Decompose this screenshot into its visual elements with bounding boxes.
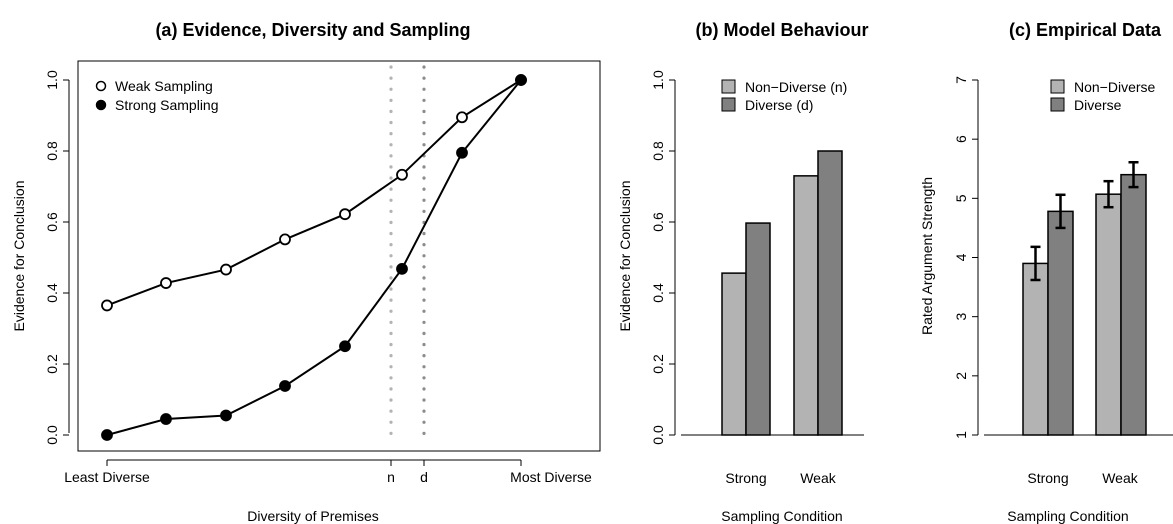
panel-a-frame bbox=[77, 60, 601, 452]
panel-c-y-ticks: 1 2 3 4 5 6 7 bbox=[953, 76, 978, 439]
legend-swatch-diverse bbox=[1050, 97, 1065, 112]
series-line-weak-sampling bbox=[106, 79, 522, 307]
data-point-strong-sampling bbox=[339, 340, 351, 353]
bar-strong-non-diverse-n bbox=[721, 272, 747, 436]
data-point-strong-sampling bbox=[220, 409, 232, 422]
legend-swatch-non-diverse bbox=[1050, 79, 1065, 94]
legend-swatch-diverse-d bbox=[721, 97, 736, 112]
panel-b-category-weak: Weak bbox=[800, 470, 837, 486]
y-tick-label: 1.0 bbox=[44, 70, 60, 90]
data-point-strong-sampling bbox=[279, 380, 291, 392]
bar-weak-non-diverse bbox=[1095, 193, 1122, 436]
data-point-strong-sampling bbox=[456, 146, 468, 159]
y-tick-label: 0.8 bbox=[44, 141, 60, 161]
bar-weak-diverse bbox=[1120, 173, 1147, 436]
panel-b-x-label: Sampling Condition bbox=[721, 508, 842, 524]
panel-c-category-weak: Weak bbox=[1102, 470, 1139, 486]
y-tick-label: 0.4 bbox=[44, 283, 60, 303]
panel-c-category-strong: Strong bbox=[1027, 470, 1068, 486]
panel-c-bar-chart: (c) Empirical Data 1 2 3 4 5 6 7 Rated Argumen… bbox=[919, 20, 1173, 524]
legend-label-diverse: Diverse bbox=[1074, 97, 1122, 113]
panel-c-y-label: Rated Argument Strength bbox=[919, 177, 935, 335]
panel-c-bars bbox=[1022, 160, 1147, 436]
data-point-weak-sampling bbox=[160, 277, 172, 289]
x-tick-label-d: d bbox=[420, 469, 428, 485]
series-line-strong-sampling bbox=[106, 79, 522, 436]
legend-swatch-non-diverse-n bbox=[721, 79, 736, 94]
panel-c-title: (c) Empirical Data bbox=[1009, 20, 1162, 40]
panel-b-title: (b) Model Behaviour bbox=[695, 20, 868, 40]
data-point-strong-sampling bbox=[160, 413, 172, 425]
legend-label-weak-sampling: Weak Sampling bbox=[115, 78, 213, 94]
panel-b-y-ticks: 0.0 0.2 0.4 0.6 0.8 1.0 bbox=[650, 70, 675, 445]
y-tick-label: 0.0 bbox=[44, 425, 60, 445]
y-tick-label: 7 bbox=[953, 76, 969, 84]
panel-a-line-chart: (a) Evidence, Diversity and Sampling 0.0… bbox=[11, 20, 601, 524]
y-tick-label: 0.4 bbox=[650, 283, 666, 303]
y-tick-label: 0.2 bbox=[44, 354, 60, 374]
data-point-weak-sampling bbox=[339, 208, 351, 221]
panel-b-bar-chart: (b) Model Behaviour 0.0 0.2 0.4 0.6 0.8 1.0 E… bbox=[617, 20, 869, 524]
legend-label-strong-sampling: Strong Sampling bbox=[115, 97, 219, 113]
data-point-strong-sampling bbox=[396, 262, 408, 275]
panel-a-title: (a) Evidence, Diversity and Sampling bbox=[155, 20, 470, 40]
data-point-weak-sampling bbox=[396, 168, 408, 181]
panel-b-bars bbox=[721, 150, 843, 436]
y-tick-label: 5 bbox=[953, 194, 969, 202]
y-tick-label: 0.6 bbox=[44, 212, 60, 232]
bar-strong-non-diverse bbox=[1022, 262, 1049, 436]
legend-label-diverse-d: Diverse (d) bbox=[745, 97, 813, 113]
legend-label-non-diverse: Non−Diverse bbox=[1074, 79, 1156, 95]
x-tick-label-least-diverse: Least Diverse bbox=[64, 469, 150, 485]
panel-a-y-ticks: 0.0 0.2 0.4 0.6 0.8 1.0 bbox=[44, 70, 69, 445]
y-tick-label: 4 bbox=[953, 253, 969, 261]
x-tick-label-n: n bbox=[387, 469, 395, 485]
legend-marker-strong-sampling bbox=[95, 99, 107, 111]
data-point-weak-sampling bbox=[101, 299, 113, 312]
panel-a-x-label: Diversity of Premises bbox=[247, 508, 378, 524]
y-tick-label: 0.6 bbox=[650, 212, 666, 232]
legend-label-non-diverse-n: Non−Diverse (n) bbox=[745, 79, 847, 95]
panel-a-y-label: Evidence for Conclusion bbox=[11, 181, 27, 332]
bar-strong-diverse-d bbox=[745, 222, 771, 436]
data-point-strong-sampling bbox=[101, 429, 113, 441]
panel-b-category-strong: Strong bbox=[725, 470, 766, 486]
bar-weak-diverse-d bbox=[817, 150, 843, 436]
y-tick-label: 0.8 bbox=[650, 141, 666, 161]
panel-c-x-label: Sampling Condition bbox=[1007, 508, 1128, 524]
y-tick-label: 0.0 bbox=[650, 425, 666, 445]
bar-strong-diverse bbox=[1047, 210, 1074, 436]
bar-weak-non-diverse-n bbox=[793, 175, 819, 436]
x-tick-label-most-diverse: Most Diverse bbox=[510, 469, 592, 485]
panel-a-series bbox=[101, 74, 527, 441]
legend-marker-weak-sampling bbox=[95, 80, 107, 92]
data-point-weak-sampling bbox=[456, 111, 468, 124]
y-tick-label: 0.2 bbox=[650, 354, 666, 374]
y-tick-label: 6 bbox=[953, 135, 969, 143]
panel-b-y-label: Evidence for Conclusion bbox=[617, 181, 633, 332]
y-tick-label: 2 bbox=[953, 372, 969, 380]
data-point-weak-sampling bbox=[220, 263, 232, 276]
y-tick-label: 1.0 bbox=[650, 70, 666, 90]
data-point-weak-sampling bbox=[279, 233, 291, 246]
y-tick-label: 3 bbox=[953, 313, 969, 321]
y-tick-label: 1 bbox=[953, 431, 969, 439]
data-point-strong-sampling bbox=[515, 74, 527, 86]
